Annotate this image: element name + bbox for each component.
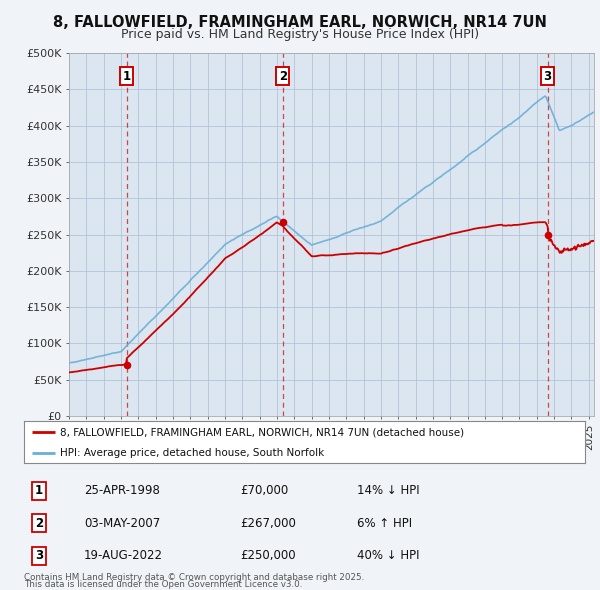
Text: 2: 2 [279, 70, 287, 83]
Text: 1: 1 [122, 70, 131, 83]
Text: 40% ↓ HPI: 40% ↓ HPI [357, 549, 419, 562]
Text: 8, FALLOWFIELD, FRAMINGHAM EARL, NORWICH, NR14 7UN (detached house): 8, FALLOWFIELD, FRAMINGHAM EARL, NORWICH… [61, 427, 464, 437]
Text: £250,000: £250,000 [240, 549, 296, 562]
Text: Price paid vs. HM Land Registry's House Price Index (HPI): Price paid vs. HM Land Registry's House … [121, 28, 479, 41]
Text: 3: 3 [544, 70, 552, 83]
Text: 14% ↓ HPI: 14% ↓ HPI [357, 484, 419, 497]
Text: 03-MAY-2007: 03-MAY-2007 [84, 517, 160, 530]
Text: £70,000: £70,000 [240, 484, 288, 497]
Text: Contains HM Land Registry data © Crown copyright and database right 2025.: Contains HM Land Registry data © Crown c… [24, 573, 364, 582]
Text: 2: 2 [35, 517, 43, 530]
Text: 6% ↑ HPI: 6% ↑ HPI [357, 517, 412, 530]
Text: £267,000: £267,000 [240, 517, 296, 530]
Text: HPI: Average price, detached house, South Norfolk: HPI: Average price, detached house, Sout… [61, 448, 325, 457]
Text: 25-APR-1998: 25-APR-1998 [84, 484, 160, 497]
Text: 3: 3 [35, 549, 43, 562]
Text: 8, FALLOWFIELD, FRAMINGHAM EARL, NORWICH, NR14 7UN: 8, FALLOWFIELD, FRAMINGHAM EARL, NORWICH… [53, 15, 547, 30]
Text: This data is licensed under the Open Government Licence v3.0.: This data is licensed under the Open Gov… [24, 581, 302, 589]
Text: 1: 1 [35, 484, 43, 497]
Text: 19-AUG-2022: 19-AUG-2022 [84, 549, 163, 562]
